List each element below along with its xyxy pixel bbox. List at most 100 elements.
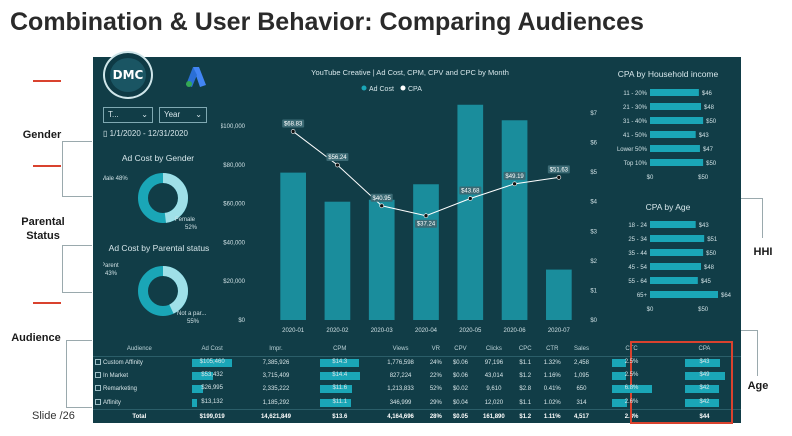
expand-row-icon[interactable] <box>93 356 103 369</box>
table-cell: 12,020 <box>484 399 504 406</box>
expand-row-icon[interactable] <box>93 369 103 382</box>
point-cpa <box>512 181 517 187</box>
cell-bar-fill <box>611 358 627 367</box>
table-cell: Affinity <box>103 399 121 406</box>
table-header-cpa[interactable]: CPA <box>668 343 741 357</box>
age-bar-chart: 18 - 24 $43 25 - 34 $51 35 - 44 $50 45 - 54 $48… <box>628 221 732 313</box>
table-total-cell: 4,164,696 <box>376 409 425 423</box>
table-cell: 314 <box>576 399 587 406</box>
table-cell: 827,224 <box>389 373 412 380</box>
table-total-cell: 28% <box>424 409 447 423</box>
gender-donut-chart: Male 48% Female 52% <box>103 173 198 231</box>
table-cell: 2.6% <box>595 396 668 409</box>
table-header-cpc[interactable]: CPC <box>513 343 537 357</box>
table-cell: 43,014 <box>484 373 504 380</box>
cell-bar-fill <box>611 372 627 381</box>
cpa-label-bg <box>370 193 393 202</box>
hbar-category-label: 25 - 34 <box>628 237 647 243</box>
expand-row-icon[interactable] <box>93 396 103 409</box>
x-tick-label: 2020-03 <box>371 328 394 334</box>
legend-swatch-ad-cost <box>361 85 367 91</box>
expand-row-icon[interactable] <box>93 383 103 396</box>
date-range[interactable]: ▯ 1/1/2020 - 12/31/2020 <box>103 129 188 138</box>
table-header-clicks[interactable]: Clicks <box>474 343 514 357</box>
table-row[interactable]: Remarketing $26,995 2,335,222 $11.6 1,213,83… <box>93 383 741 396</box>
table-header-views[interactable]: Views <box>376 343 425 357</box>
hbar-category-label: 21 - 30% <box>623 105 648 111</box>
table-total-cell: 1.11% <box>536 409 568 423</box>
table-header-sales[interactable]: Sales <box>567 343 596 357</box>
table-cell: 6.8% <box>595 383 668 396</box>
table-row[interactable]: Affinity $13,132 1,185,292 $11.1 346,999 29% $… <box>93 396 741 409</box>
table-header-vr[interactable]: VR <box>424 343 447 357</box>
cpa-data-label: $51.63 <box>550 167 569 173</box>
table-cell: $13,132 <box>176 396 249 409</box>
slide-number: Slide /26 <box>32 410 75 422</box>
table-header-ad-cost[interactable]: Ad Cost <box>175 343 249 357</box>
table-cell: 3,715,409 <box>262 373 290 380</box>
parental-label-not-parent: Not a par... <box>177 311 207 317</box>
gender-label-female-pct: 52% <box>185 225 198 231</box>
table-cell: 97,196 <box>484 359 504 366</box>
table-cell: $14.3 <box>303 356 376 369</box>
hbar <box>650 249 704 256</box>
table-row[interactable]: In Market $53,432 3,715,409 $14.4 827,224 22%… <box>93 369 741 382</box>
table-cell: $14.4 <box>303 369 376 382</box>
y-tick-left: $60,000 <box>223 202 245 208</box>
table-header-impr-[interactable]: Impr. <box>248 343 304 357</box>
table-header-cpm[interactable]: CPM <box>303 343 377 357</box>
hbar <box>650 235 705 242</box>
cell-bar-fill <box>684 372 725 381</box>
hbar <box>650 221 696 228</box>
table-cell: $26,995 <box>176 383 249 396</box>
cpa-data-label: $43.68 <box>461 189 480 195</box>
cell-bar-fill <box>192 372 213 381</box>
filter-select-1[interactable]: T... ⌄ <box>103 107 153 123</box>
hbar-value-label: $50 <box>706 161 717 167</box>
bar-ad-cost <box>413 184 439 320</box>
bar-ad-cost <box>546 269 572 320</box>
table-cell: $2.8 <box>519 386 532 393</box>
table-row[interactable]: Custom Affinity $105,460 7,385,926 $14.3 1,7… <box>93 356 741 369</box>
gender-label-male: Male 48% <box>103 176 128 182</box>
table-header-audience[interactable]: Audience <box>103 343 176 357</box>
cpa-label-bg <box>415 219 437 228</box>
hbar <box>650 131 696 138</box>
hbar <box>650 117 704 124</box>
table-cell: 24% <box>429 359 442 366</box>
table-header-cpv[interactable]: CPV <box>446 343 475 357</box>
hbar-value-label: $64 <box>721 293 732 299</box>
hbar-category-label: 35 - 44 <box>628 251 647 257</box>
cell-bar-fill <box>611 398 627 407</box>
table-cell: $105,460 <box>176 356 249 369</box>
red-accent-line <box>33 302 61 304</box>
hbar-value-label: $50 <box>706 119 717 125</box>
filter-select-year[interactable]: Year ⌄ <box>159 107 207 123</box>
table-cell: $11.6 <box>303 383 376 396</box>
x-tick-label: $50 <box>698 175 709 181</box>
filter-year-value: Year <box>164 110 181 119</box>
legend-label-ad-cost: Ad Cost <box>369 86 394 93</box>
cell-bar-fill <box>192 398 197 407</box>
cell-bar-fill <box>192 385 203 394</box>
slide-title: Combination & User Behavior: Comparing A… <box>10 8 644 36</box>
chevron-down-icon: ⌄ <box>141 110 148 119</box>
table-cell: Remarketing <box>103 386 138 393</box>
google-ads-icon <box>186 67 206 87</box>
cell-bar-fill <box>319 398 351 407</box>
cpa-data-label: $49.19 <box>505 174 524 180</box>
x-tick-label: 2020-07 <box>548 328 571 334</box>
main-chart-title: YouTube Creative | Ad Cost, CPM, CPV and… <box>311 68 509 77</box>
age-chart-title: CPA by Age <box>645 202 691 212</box>
red-accent-line <box>33 80 61 82</box>
table-cell: 52% <box>429 386 442 393</box>
table-cell: $0.06 <box>452 359 468 366</box>
dmc-logo: DMC <box>103 51 153 99</box>
table-header-ctr[interactable]: CTR <box>536 343 568 357</box>
cpa-data-label: $68.83 <box>284 121 303 127</box>
table-cell: 0.41% <box>543 386 561 393</box>
x-tick-label: 2020-05 <box>459 328 482 334</box>
hbar-value-label: $48 <box>704 105 715 111</box>
y-tick-left: $80,000 <box>223 163 245 169</box>
red-accent-line <box>33 165 61 167</box>
